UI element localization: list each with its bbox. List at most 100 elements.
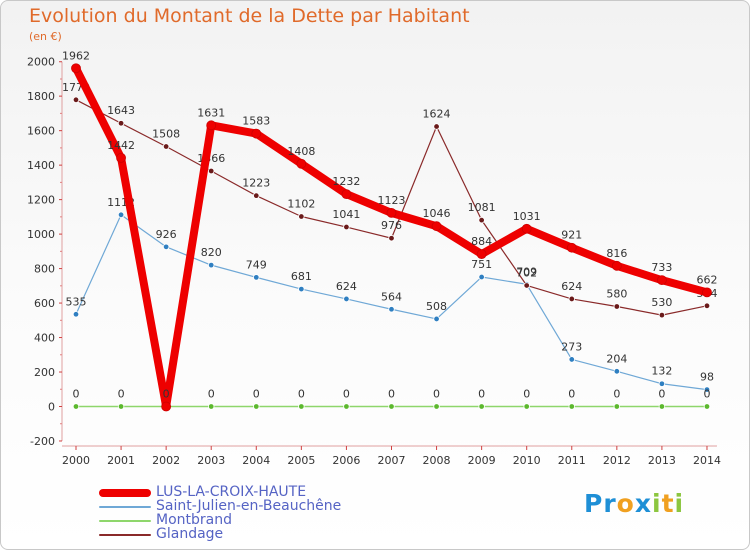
data-point	[702, 287, 712, 298]
data-label: 921	[561, 229, 582, 242]
y-tick-label: 800	[34, 263, 55, 276]
data-point	[568, 295, 575, 303]
chart-title: Evolution du Montant de la Dette par Hab…	[29, 5, 470, 27]
data-label: 1031	[513, 210, 541, 223]
x-tick-label: 2014	[693, 454, 721, 467]
data-point	[341, 189, 352, 200]
data-point	[388, 403, 395, 410]
data-point	[71, 63, 81, 74]
data-point	[386, 207, 397, 218]
logo-letter: i	[652, 489, 662, 518]
logo-letter: P	[584, 489, 604, 518]
y-tick-label: 200	[34, 366, 55, 379]
data-label: 0	[568, 388, 575, 401]
data-point	[72, 96, 80, 104]
series-saint-julien-en-beauch-ne: 5351112926820749681624564508751709273204…	[66, 196, 714, 393]
data-point	[478, 273, 485, 281]
data-point	[611, 260, 622, 271]
data-label: 624	[561, 280, 582, 293]
logo-letter: x	[634, 489, 652, 518]
x-tick-label: 2012	[603, 454, 631, 467]
data-point	[388, 235, 395, 242]
data-point	[388, 306, 395, 313]
data-point	[478, 216, 485, 224]
data-label: 926	[156, 228, 177, 241]
y-tick-label: 1800	[27, 90, 55, 103]
legend-label: Saint-Julien-en-Beauchêne	[156, 498, 342, 514]
data-point	[116, 152, 126, 163]
data-point	[703, 386, 711, 393]
data-label: 564	[381, 290, 402, 303]
data-label: 1102	[287, 198, 315, 211]
data-label: 508	[426, 300, 447, 313]
legend-swatch	[99, 520, 151, 522]
data-point	[613, 303, 621, 310]
data-label: 0	[613, 388, 620, 401]
data-label: 1631	[197, 106, 225, 119]
data-point	[658, 403, 666, 410]
data-point	[253, 192, 260, 199]
y-tick-label: 0	[48, 401, 55, 414]
y-unit-label: (en €)	[29, 30, 62, 43]
data-label: 132	[651, 365, 672, 378]
data-point	[658, 311, 666, 319]
data-point	[117, 211, 125, 218]
data-point	[296, 158, 307, 169]
data-label: 1223	[242, 177, 270, 190]
data-point	[162, 143, 170, 150]
data-point	[433, 123, 440, 130]
data-point	[568, 403, 575, 410]
data-label: 0	[478, 388, 485, 401]
y-tick-label: 400	[34, 332, 55, 345]
data-point	[117, 403, 125, 410]
data-point	[478, 403, 485, 410]
data-label: 1046	[423, 207, 451, 220]
data-point	[521, 223, 532, 234]
data-point	[343, 223, 350, 231]
data-label: 0	[253, 388, 260, 401]
data-label: 0	[118, 388, 125, 401]
data-label: 1123	[377, 194, 405, 207]
data-point	[658, 380, 666, 387]
x-tick-label: 2010	[513, 454, 541, 467]
x-tick-label: 2001	[107, 454, 135, 467]
data-label: 0	[523, 388, 530, 401]
data-label: 0	[73, 388, 80, 401]
data-point	[568, 356, 575, 363]
legend-label: Montbrand	[156, 512, 232, 528]
data-point	[613, 403, 621, 410]
y-tick-label: 1600	[27, 125, 55, 138]
y-tick-label: 1200	[27, 194, 55, 207]
data-point	[161, 401, 172, 412]
data-point	[253, 403, 260, 410]
data-label: 820	[201, 246, 222, 259]
data-point	[72, 403, 80, 410]
data-point	[208, 403, 215, 410]
x-tick-label: 2007	[377, 454, 405, 467]
x-tick-label: 2006	[332, 454, 360, 467]
data-label: 1041	[332, 208, 360, 221]
logo-letter: i	[674, 489, 685, 518]
data-label: 98	[700, 371, 714, 384]
x-tick-label: 2003	[197, 454, 225, 467]
data-point	[298, 213, 305, 220]
legend-swatch	[99, 489, 151, 497]
data-point	[476, 249, 487, 259]
data-label: 976	[381, 219, 402, 232]
data-point	[433, 403, 440, 410]
data-point	[206, 120, 217, 131]
data-label: 681	[291, 270, 312, 283]
data-label: 624	[336, 280, 357, 293]
data-label: 709	[516, 265, 537, 278]
x-tick-label: 2011	[558, 454, 586, 467]
legend-swatch	[99, 534, 151, 536]
data-label: 0	[298, 388, 305, 401]
data-label: 580	[606, 288, 627, 301]
legend-label: Glandage	[156, 526, 224, 542]
data-label: 1643	[107, 104, 135, 117]
legend-swatch	[99, 506, 151, 508]
data-label: 1508	[152, 128, 180, 141]
data-label: 0	[658, 388, 665, 401]
